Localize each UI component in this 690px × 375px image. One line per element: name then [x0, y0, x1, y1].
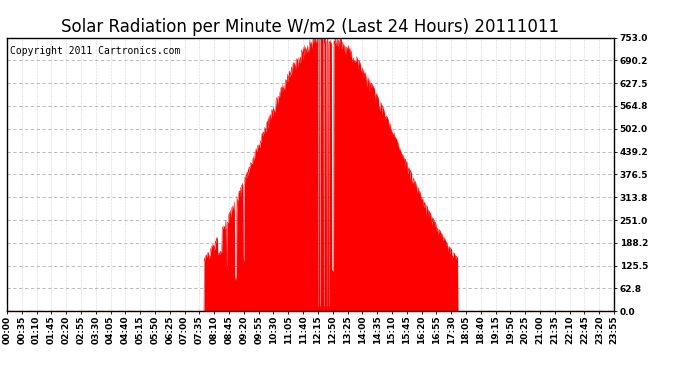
Text: Copyright 2011 Cartronics.com: Copyright 2011 Cartronics.com — [10, 46, 180, 56]
Title: Solar Radiation per Minute W/m2 (Last 24 Hours) 20111011: Solar Radiation per Minute W/m2 (Last 24… — [61, 18, 560, 36]
